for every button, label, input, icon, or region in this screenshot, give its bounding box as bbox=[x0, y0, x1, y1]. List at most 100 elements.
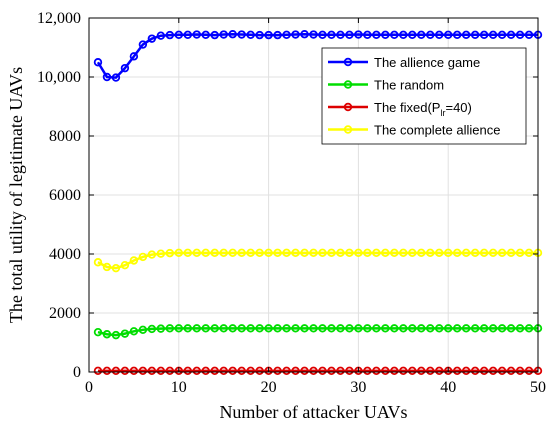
data-point bbox=[336, 324, 345, 333]
data-point bbox=[318, 324, 327, 333]
data-point bbox=[408, 30, 417, 40]
data-point bbox=[246, 366, 255, 376]
data-point bbox=[183, 248, 192, 258]
data-point bbox=[129, 366, 139, 376]
y-tick-label: 10,000 bbox=[37, 69, 81, 86]
data-point bbox=[354, 324, 363, 333]
data-point bbox=[165, 30, 175, 40]
data-point bbox=[156, 366, 166, 376]
data-point bbox=[255, 366, 264, 376]
data-point bbox=[147, 324, 157, 334]
data-point bbox=[435, 366, 444, 376]
data-point bbox=[506, 366, 516, 376]
data-point bbox=[300, 366, 309, 376]
data-point bbox=[461, 324, 471, 333]
data-point bbox=[327, 324, 336, 333]
y-tick-label: 4000 bbox=[49, 246, 81, 263]
data-point bbox=[228, 30, 237, 39]
data-point bbox=[201, 366, 210, 376]
data-point bbox=[327, 30, 336, 40]
series-layer bbox=[93, 30, 543, 376]
data-point bbox=[399, 248, 408, 258]
data-point bbox=[129, 52, 139, 61]
data-point bbox=[201, 248, 210, 258]
data-point bbox=[497, 366, 507, 376]
data-point bbox=[291, 324, 300, 333]
data-point bbox=[147, 366, 157, 376]
data-point bbox=[426, 30, 435, 40]
data-point bbox=[282, 30, 291, 40]
data-point bbox=[210, 324, 219, 333]
data-point bbox=[192, 366, 201, 376]
data-point bbox=[479, 324, 489, 333]
data-point bbox=[255, 324, 264, 333]
data-point bbox=[318, 30, 327, 40]
axis-ticks: 0 10 20 30 40 50 0 2000 4000 6000 8000 10,000 12,000 bbox=[37, 10, 546, 396]
x-tick-label: 20 bbox=[261, 379, 277, 396]
data-point bbox=[426, 366, 435, 376]
data-point bbox=[165, 366, 175, 376]
x-tick-label: 40 bbox=[440, 379, 456, 396]
data-point bbox=[345, 366, 354, 376]
data-point bbox=[120, 329, 130, 338]
data-point bbox=[282, 248, 291, 258]
x-tick-label: 0 bbox=[85, 379, 93, 396]
data-point bbox=[264, 30, 273, 40]
data-point bbox=[435, 248, 444, 258]
data-point bbox=[381, 324, 390, 333]
data-point bbox=[435, 324, 444, 333]
legend-label: The fixed(Plr=40) bbox=[374, 100, 472, 118]
data-point bbox=[372, 366, 381, 376]
data-point bbox=[291, 248, 300, 258]
data-point bbox=[470, 248, 480, 258]
data-point bbox=[192, 324, 201, 333]
data-point bbox=[336, 366, 345, 376]
data-point bbox=[156, 31, 166, 40]
data-point bbox=[147, 34, 157, 43]
data-point bbox=[111, 330, 121, 340]
data-point bbox=[408, 248, 417, 258]
data-point bbox=[93, 327, 103, 337]
data-point bbox=[174, 248, 183, 258]
data-point bbox=[201, 324, 210, 333]
series-4 bbox=[93, 248, 543, 273]
data-point bbox=[372, 248, 381, 258]
data-point bbox=[390, 248, 399, 258]
data-point bbox=[300, 248, 309, 258]
data-point bbox=[282, 366, 291, 376]
data-point bbox=[246, 324, 255, 333]
data-point bbox=[201, 30, 210, 40]
y-tick-label: 8000 bbox=[49, 128, 81, 145]
data-point bbox=[228, 248, 237, 258]
data-point bbox=[273, 366, 282, 376]
data-point bbox=[129, 327, 139, 336]
data-point bbox=[381, 248, 390, 258]
data-point bbox=[210, 248, 219, 258]
data-point bbox=[390, 324, 399, 333]
data-point bbox=[120, 63, 130, 73]
data-point bbox=[452, 30, 462, 40]
data-point bbox=[497, 324, 507, 333]
data-point bbox=[300, 30, 309, 39]
data-point bbox=[273, 324, 282, 333]
data-point bbox=[470, 30, 480, 40]
data-point bbox=[138, 40, 148, 49]
data-point bbox=[174, 324, 183, 333]
data-point bbox=[506, 30, 516, 40]
data-point bbox=[309, 324, 318, 333]
data-point bbox=[417, 324, 426, 333]
data-point bbox=[363, 366, 372, 376]
data-point bbox=[372, 30, 381, 40]
data-point bbox=[515, 248, 525, 258]
data-point bbox=[488, 324, 498, 333]
data-point bbox=[497, 248, 507, 258]
data-point bbox=[524, 366, 534, 376]
data-point bbox=[372, 324, 381, 333]
data-point bbox=[309, 30, 318, 39]
data-point bbox=[246, 248, 255, 258]
data-point bbox=[452, 324, 462, 333]
legend-entry: The random bbox=[328, 78, 444, 93]
data-point bbox=[399, 30, 408, 40]
data-point bbox=[444, 248, 453, 258]
